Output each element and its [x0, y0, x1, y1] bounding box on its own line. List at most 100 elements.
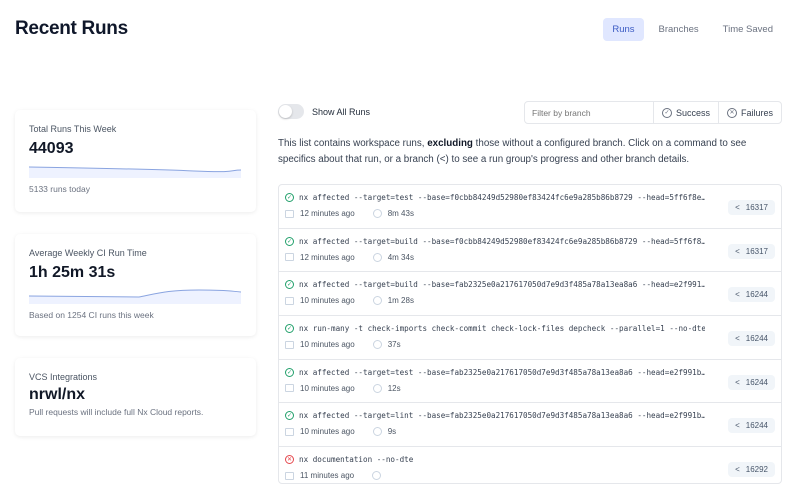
run-row[interactable]: ✓ nx affected --target=test --base=f0cbb8…	[279, 185, 781, 229]
calendar-icon	[285, 427, 294, 436]
run-command[interactable]: ✓ nx affected --target=build --base=fab23…	[285, 280, 705, 290]
tab-time-saved[interactable]: Time Saved	[722, 24, 773, 35]
clock-icon	[372, 471, 382, 481]
calendar-icon	[285, 471, 294, 480]
branch-icon: <	[735, 334, 740, 344]
run-time: 10 minutes ago	[300, 427, 355, 437]
filter-bar: ✓Success ✕Failures	[524, 101, 782, 124]
calendar-icon	[285, 340, 294, 349]
stat-label: VCS Integrations	[29, 372, 98, 382]
desc-text: This list contains workspace runs,	[278, 138, 428, 149]
run-duration: 37s	[387, 340, 401, 350]
branch-icon: <	[439, 154, 446, 165]
run-command[interactable]: ✓ nx affected --target=lint --base=fab232…	[285, 411, 705, 421]
clock-icon	[372, 427, 382, 437]
branch-number: 16292	[745, 465, 768, 475]
stat-card-run-time: Average Weekly CI Run Time 1h 25m 31s Ba…	[15, 234, 256, 336]
run-time: 12 minutes ago	[300, 252, 355, 262]
calendar-icon	[285, 296, 294, 305]
run-command[interactable]: ✓ nx affected --target=test --base=fab232…	[285, 367, 705, 377]
x-circle-icon: ✕	[726, 107, 737, 118]
run-row[interactable]: ✓ nx affected --target=build --base=fab23…	[279, 272, 781, 317]
failures-filter-button[interactable]: ✕ Failures	[717, 102, 781, 123]
desc-text: those without a configured branch. Click…	[278, 138, 747, 165]
clock-icon	[372, 296, 382, 306]
tab-branches[interactable]: Branches	[658, 24, 699, 35]
runs-list: ✓ nx affected --target=test --base=f0cbb8…	[278, 184, 782, 484]
command-text: nx documentation --no-dte	[299, 455, 414, 465]
run-row[interactable]: ✕ nx documentation --no-dte 11 minutes ag…	[279, 447, 781, 483]
failures-label: Failures	[740, 107, 773, 118]
clock-icon	[372, 383, 382, 393]
branch-badge[interactable]: <16244	[728, 331, 775, 347]
clock-icon	[372, 252, 382, 262]
stat-label: Average Weekly CI Run Time	[29, 248, 147, 258]
branch-badge[interactable]: <16244	[728, 374, 775, 390]
success-icon: ✓	[285, 367, 294, 377]
stat-sub: 5133 runs today	[29, 184, 90, 194]
success-icon: ✓	[285, 280, 294, 290]
clock-icon	[372, 209, 382, 218]
command-text: nx affected --target=build --base=fab232…	[299, 280, 705, 290]
branch-badge[interactable]: <16244	[728, 287, 775, 303]
calendar-icon	[285, 253, 294, 262]
branch-icon: <	[735, 290, 740, 300]
branch-badge[interactable]: <16317	[728, 243, 775, 259]
run-command[interactable]: ✕ nx documentation --no-dte	[285, 455, 705, 465]
run-row[interactable]: ✓ nx affected --target=test --base=fab232…	[279, 360, 781, 404]
run-time: 11 minutes ago	[300, 471, 355, 481]
branch-number: 16244	[745, 377, 768, 387]
page-title: Recent Runs	[15, 18, 128, 39]
branch-number: 16244	[745, 290, 768, 300]
success-filter-button[interactable]: ✓ Success	[652, 102, 718, 123]
command-text: nx affected --target=test --base=f0cbb84…	[299, 193, 705, 202]
stat-value: 44093	[29, 140, 74, 157]
success-label: Success	[675, 107, 710, 118]
run-row[interactable]: ✓ nx affected --target=lint --base=fab232…	[279, 403, 781, 448]
stat-label: Total Runs This Week	[29, 124, 117, 134]
success-icon: ✓	[285, 236, 294, 246]
run-row[interactable]: ✓ nx run-many -t check-imports check-comm…	[279, 316, 781, 360]
run-duration: 1m 28s	[387, 296, 414, 306]
calendar-icon	[285, 209, 294, 218]
calendar-icon	[285, 384, 294, 393]
run-command[interactable]: ✓ nx affected --target=build --base=f0cbb…	[285, 236, 705, 246]
branch-number: 16317	[745, 246, 768, 256]
stat-value: 1h 25m 31s	[29, 264, 116, 281]
branch-icon: <	[735, 246, 740, 256]
stat-sub: Pull requests will include full Nx Cloud…	[29, 407, 204, 417]
run-time: 12 minutes ago	[300, 209, 355, 218]
run-duration: 4m 34s	[387, 252, 414, 262]
run-row[interactable]: ✓ nx affected --target=build --base=f0cbb…	[279, 229, 781, 273]
sparkline	[29, 289, 241, 304]
show-all-runs-toggle-row: Show All Runs	[278, 104, 370, 119]
branch-badge[interactable]: <16244	[728, 418, 775, 434]
branch-number: 16244	[745, 334, 768, 344]
command-text: nx affected --target=test --base=fab2325…	[299, 367, 705, 377]
stat-card-total-runs: Total Runs This Week 44093 5133 runs tod…	[15, 110, 256, 212]
tab-runs[interactable]: Runs	[603, 18, 644, 41]
branch-icon: <	[735, 203, 740, 212]
run-command[interactable]: ✓ nx affected --target=test --base=f0cbb8…	[285, 193, 705, 202]
run-duration: 9s	[387, 427, 397, 437]
run-time: 10 minutes ago	[300, 296, 355, 306]
run-time: 10 minutes ago	[300, 340, 355, 350]
list-description: This list contains workspace runs, exclu…	[278, 136, 783, 168]
run-command[interactable]: ✓ nx run-many -t check-imports check-comm…	[285, 324, 705, 334]
check-circle-icon: ✓	[661, 107, 672, 118]
run-duration: 12s	[387, 383, 401, 393]
branch-badge[interactable]: <16317	[728, 200, 775, 215]
run-duration: 8m 43s	[387, 209, 414, 218]
command-text: nx affected --target=lint --base=fab2325…	[299, 411, 705, 421]
success-icon: ✓	[285, 411, 294, 421]
show-all-runs-toggle[interactable]	[278, 104, 304, 119]
command-text: nx affected --target=build --base=f0cbb8…	[299, 236, 705, 246]
branch-icon: <	[735, 465, 740, 475]
sparkline	[29, 166, 241, 178]
branch-badge[interactable]: <16292	[728, 462, 775, 478]
branch-filter-input[interactable]	[525, 102, 653, 123]
run-time: 10 minutes ago	[300, 383, 355, 393]
branch-number: 16317	[745, 203, 768, 212]
branch-icon: <	[735, 377, 740, 387]
stat-value: nrwl/nx	[29, 386, 86, 403]
